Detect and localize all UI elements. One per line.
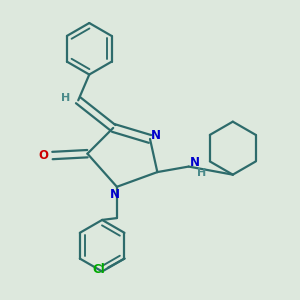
Text: N: N: [190, 156, 200, 169]
Text: Cl: Cl: [92, 263, 105, 276]
Text: N: N: [110, 188, 120, 201]
Text: N: N: [151, 129, 160, 142]
Text: H: H: [61, 94, 70, 103]
Text: H: H: [197, 168, 206, 178]
Text: O: O: [38, 149, 48, 162]
